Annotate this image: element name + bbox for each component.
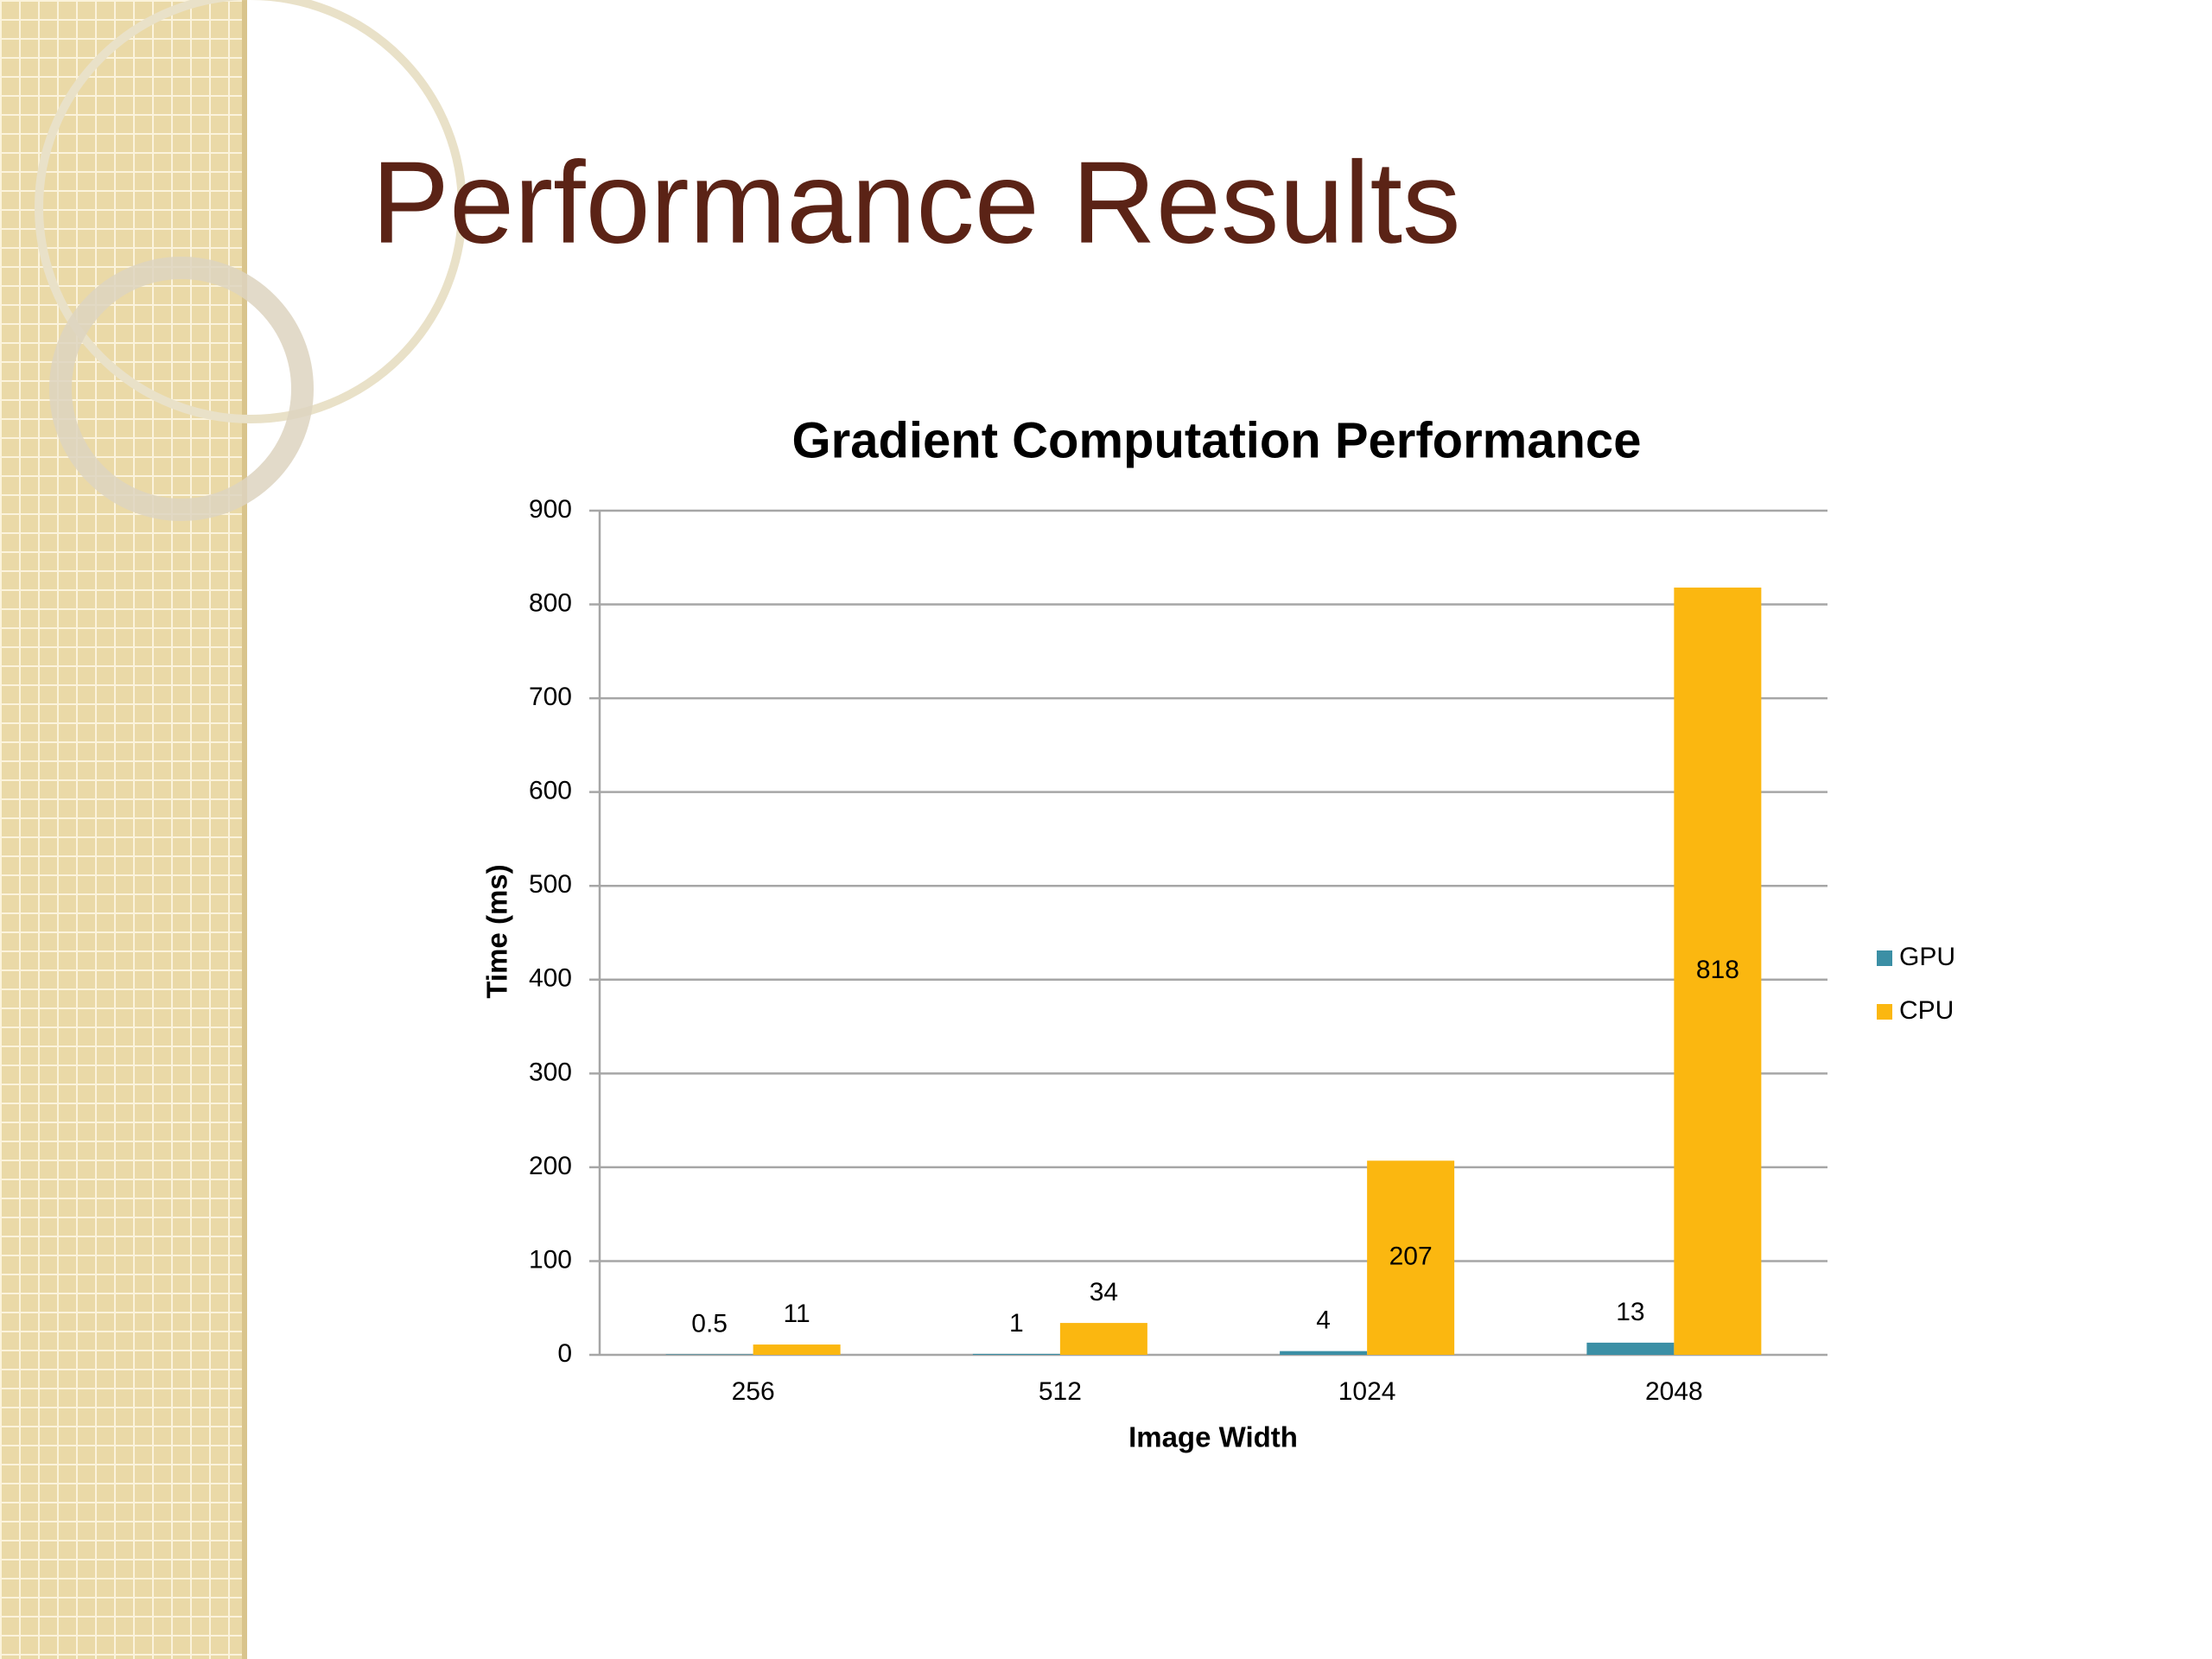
y-tick-label: 300 <box>529 1058 572 1086</box>
x-axis-label: Image Width <box>1128 1421 1298 1453</box>
y-tick-label: 0 <box>557 1339 572 1368</box>
bar <box>1059 1323 1147 1355</box>
y-tick-label: 800 <box>529 588 572 617</box>
y-axis-label: Time (ms) <box>481 864 513 998</box>
deco-circle <box>35 0 467 423</box>
data-label: 0.5 <box>691 1309 728 1338</box>
y-tick-label: 400 <box>529 964 572 993</box>
legend-label: CPU <box>1899 996 1954 1025</box>
data-label: 818 <box>1696 956 1739 984</box>
bar <box>1674 588 1762 1355</box>
y-tick-label: 900 <box>529 495 572 524</box>
legend-swatch <box>1877 1004 1892 1020</box>
data-label: 13 <box>1616 1298 1644 1326</box>
bar <box>972 1353 1060 1355</box>
bar <box>1586 1342 1675 1355</box>
y-tick-label: 500 <box>529 870 572 899</box>
y-tick-label: 100 <box>529 1245 572 1274</box>
chart-title: Gradient Computation Performance <box>792 412 1642 468</box>
data-label: 11 <box>784 1300 810 1328</box>
y-tick-label: 700 <box>529 683 572 711</box>
slide-title: Performance Results <box>372 137 1460 268</box>
legend-swatch <box>1877 950 1892 966</box>
data-label: 34 <box>1090 1278 1118 1306</box>
side-strip <box>0 0 245 1659</box>
bar <box>753 1344 841 1355</box>
bar <box>1280 1351 1368 1355</box>
bar <box>1367 1160 1455 1355</box>
bar <box>665 1354 753 1355</box>
strip-edge <box>242 0 247 1659</box>
y-tick-label: 600 <box>529 777 572 805</box>
x-tick-label: 256 <box>732 1377 775 1406</box>
data-label: 207 <box>1389 1243 1433 1271</box>
x-tick-label: 2048 <box>1645 1377 1703 1406</box>
data-label: 1 <box>1009 1309 1024 1338</box>
deco-ring <box>49 257 314 521</box>
data-label: 4 <box>1316 1306 1331 1335</box>
y-tick-label: 200 <box>529 1152 572 1180</box>
x-tick-label: 1024 <box>1338 1377 1396 1406</box>
x-tick-label: 512 <box>1039 1377 1082 1406</box>
legend-label: GPU <box>1899 943 1955 971</box>
